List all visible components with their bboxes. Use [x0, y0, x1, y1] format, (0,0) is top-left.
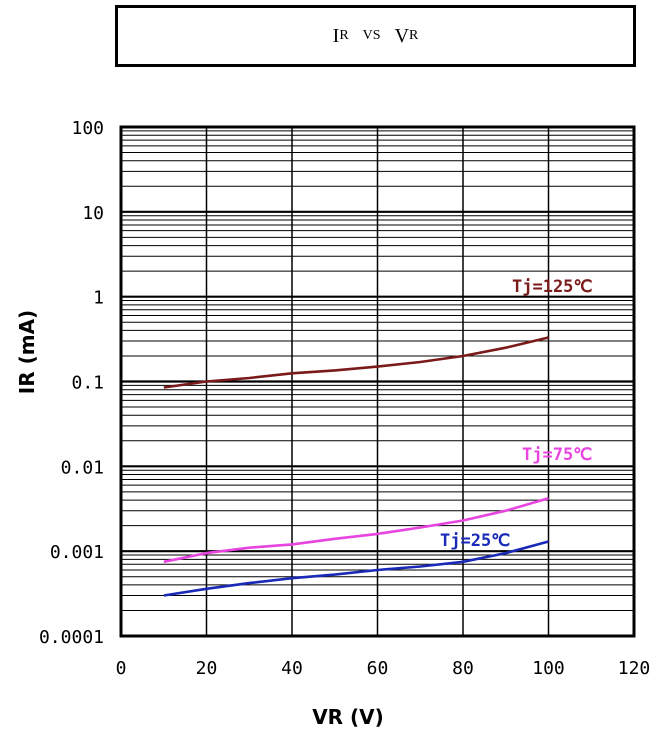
series-line	[163, 540, 549, 597]
y-tick-label: 0.1	[71, 373, 104, 394]
x-tick-label: 120	[618, 658, 651, 679]
y-axis-title: IR (mA)	[15, 310, 39, 394]
title-r-sub-2: R	[409, 28, 419, 43]
series-label: Tj=25℃	[440, 531, 510, 551]
plot-frame	[119, 125, 636, 638]
tick-labels: 0 20 40 60 80 100 120 100 10 1 0.1 0.01 0.001 0.0001	[39, 118, 650, 679]
series-group: Tj=125℃ Tj=75℃ Tj=25℃	[163, 277, 593, 597]
title-vs: VS	[362, 28, 381, 43]
y-tick-label: 0.01	[61, 457, 104, 478]
series-line	[163, 497, 549, 564]
y-tick-label: 1	[93, 288, 104, 309]
series-line	[163, 336, 549, 389]
x-tick-label: 40	[281, 658, 303, 679]
y-tick-label: 0.0001	[39, 627, 104, 648]
x-tick-label: 0	[116, 658, 127, 679]
y-tick-label: 100	[71, 118, 104, 139]
x-axis-title: VR (V)	[312, 705, 384, 729]
series-label: Tj=125℃	[512, 277, 593, 297]
title-v: V	[394, 24, 410, 47]
y-tick-label: 0.001	[50, 542, 104, 563]
x-tick-label: 80	[452, 658, 474, 679]
x-tick-label: 20	[196, 658, 218, 679]
grid	[121, 127, 634, 636]
y-tick-label: 10	[82, 203, 104, 224]
title-i: I	[332, 24, 340, 47]
x-tick-label: 100	[532, 658, 565, 679]
title-r-sub-1: R	[339, 28, 349, 43]
x-tick-label: 60	[367, 658, 389, 679]
series-label: Tj=75℃	[522, 445, 592, 465]
